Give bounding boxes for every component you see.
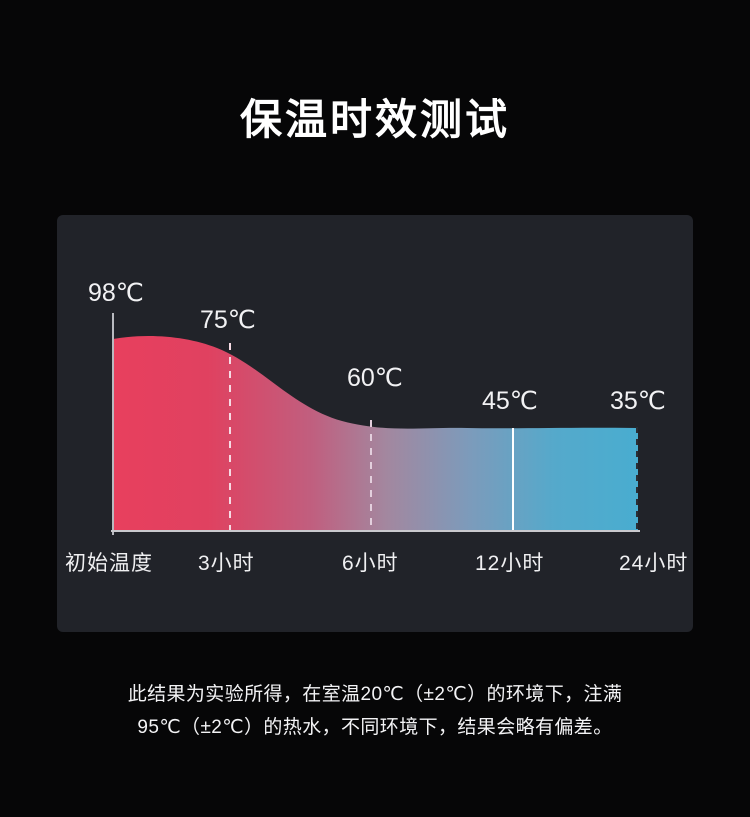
initial-temp-tick: [112, 313, 114, 535]
x-axis-label-3h: 3小时: [198, 552, 255, 575]
footnote: 此结果为实验所得，在室温20℃（±2℃）的环境下，注满 95℃（±2℃）的热水，…: [75, 678, 675, 744]
x-axis-label-6h: 6小时: [342, 552, 399, 575]
x-axis-baseline: [111, 530, 640, 532]
x-axis-label-initial: 初始温度: [65, 552, 153, 575]
x-axis-label-12h: 12小时: [475, 552, 545, 575]
marker-line-24h: [636, 427, 638, 530]
x-axis-label-24h: 24小时: [619, 552, 689, 575]
chart-plot-area: 98℃ 75℃ 60℃ 45℃ 35℃ 初始温度 3小时 6小时 12小时 24…: [57, 215, 693, 632]
chart-panel: 98℃ 75℃ 60℃ 45℃ 35℃ 初始温度 3小时 6小时 12小时 24…: [57, 215, 693, 632]
temperature-area-chart: [113, 336, 638, 530]
temp-label-initial: 98℃: [88, 279, 144, 307]
marker-line-3h: [229, 343, 231, 530]
temp-label-3h: 75℃: [200, 306, 256, 334]
footnote-line-2: 95℃（±2℃）的热水，不同环境下，结果会略有偏差。: [137, 717, 613, 738]
page-title: 保温时效测试: [239, 96, 510, 143]
temp-label-12h: 45℃: [482, 387, 538, 415]
marker-line-6h: [370, 420, 372, 530]
temp-label-24h: 35℃: [610, 387, 666, 415]
temp-label-6h: 60℃: [347, 364, 403, 392]
marker-line-12h: [512, 428, 514, 530]
footnote-line-1: 此结果为实验所得，在室温20℃（±2℃）的环境下，注满: [127, 684, 623, 705]
